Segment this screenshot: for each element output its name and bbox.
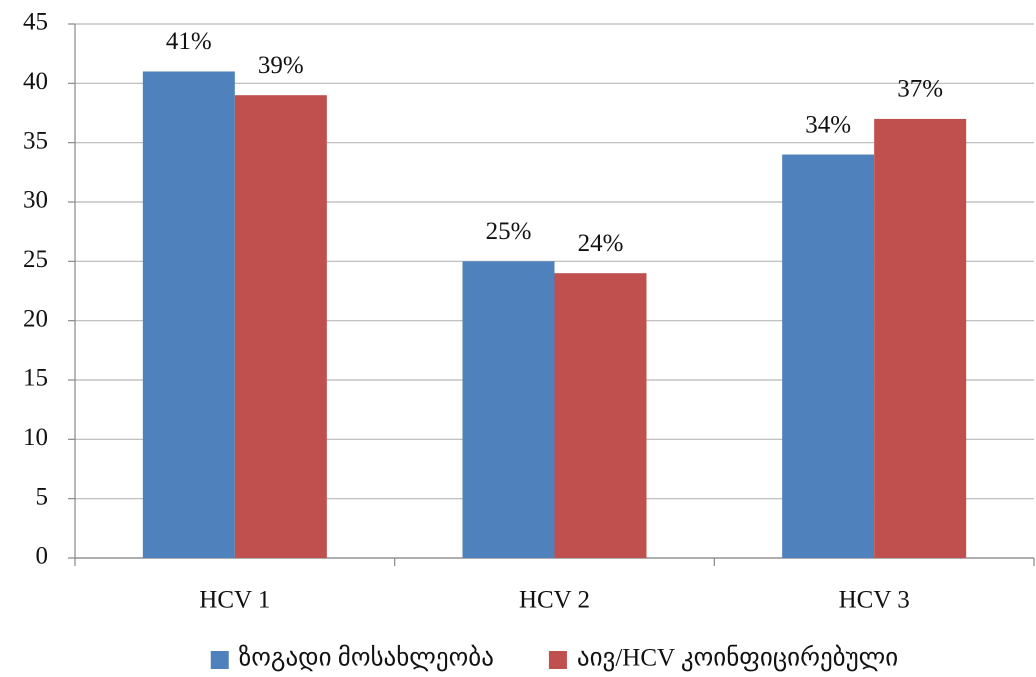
value-label: 25% (486, 218, 532, 245)
y-tick-label: 45 (23, 9, 48, 36)
legend-swatch (548, 651, 567, 669)
y-tick-label: 20 (23, 305, 48, 332)
bar (874, 118, 967, 558)
bar (782, 154, 875, 559)
legend-label: ზოგადი მოსახლეობა (239, 645, 494, 672)
x-tick-label: HCV 1 (199, 587, 270, 614)
bar (234, 95, 327, 558)
y-tick-label: 10 (23, 424, 48, 451)
y-tick-label: 15 (23, 365, 48, 392)
y-tick-label: 0 (36, 543, 49, 570)
x-tick-label: HCV 2 (519, 587, 590, 614)
y-tick-label: 5 (36, 483, 49, 510)
value-label: 34% (805, 111, 851, 138)
value-label: 24% (578, 230, 624, 257)
value-label: 41% (166, 28, 212, 55)
y-tick-label: 30 (23, 187, 48, 214)
value-label: 37% (897, 76, 943, 103)
y-tick-label: 40 (23, 68, 48, 95)
bar (554, 273, 647, 558)
x-tick-label: HCV 3 (839, 587, 910, 614)
bar (462, 261, 555, 558)
value-label: 39% (258, 52, 304, 79)
y-tick-label: 25 (23, 246, 48, 273)
legend-label: აივ/HCV კოინფიცირებული (577, 645, 898, 672)
legend-swatch (210, 651, 229, 669)
bar (142, 71, 235, 558)
y-tick-label: 35 (23, 127, 48, 154)
